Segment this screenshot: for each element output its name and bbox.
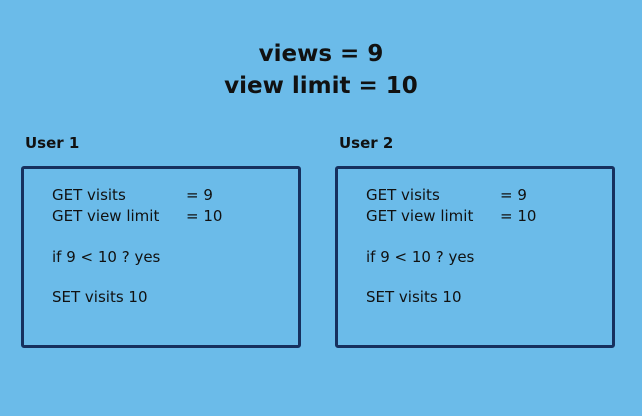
condition-line: if 9 < 10 ? yes: [366, 248, 475, 266]
get-visits-text: GET visits: [366, 186, 440, 204]
get-view-limit-value: = 10: [186, 207, 223, 225]
user-1-box: GET visits = 9 GET view limit = 10 if 9 …: [21, 166, 301, 348]
get-view-limit-text: GET view limit: [366, 207, 474, 225]
get-visits-line: GET visits = 9: [52, 186, 213, 204]
get-visits-line: GET visits = 9: [366, 186, 527, 204]
get-view-limit-value: = 10: [500, 207, 537, 225]
get-visits-value: = 9: [186, 186, 213, 204]
set-visits-line: SET visits 10: [366, 288, 462, 306]
get-visits-value: = 9: [500, 186, 527, 204]
user-1-label: User 1: [25, 134, 80, 152]
user-2-label: User 2: [339, 134, 394, 152]
get-view-limit-line: GET view limit = 10: [366, 207, 536, 225]
views-count-label: views = 9: [258, 41, 384, 67]
get-view-limit-text: GET view limit: [52, 207, 160, 225]
condition-line: if 9 < 10 ? yes: [52, 248, 161, 266]
view-limit-label: view limit = 10: [224, 73, 418, 99]
user-2-box: GET visits = 9 GET view limit = 10 if 9 …: [335, 166, 615, 348]
set-visits-line: SET visits 10: [52, 288, 148, 306]
diagram-header: views = 9 view limit = 10: [0, 38, 642, 102]
get-view-limit-line: GET view limit = 10: [52, 207, 222, 225]
get-visits-text: GET visits: [52, 186, 126, 204]
